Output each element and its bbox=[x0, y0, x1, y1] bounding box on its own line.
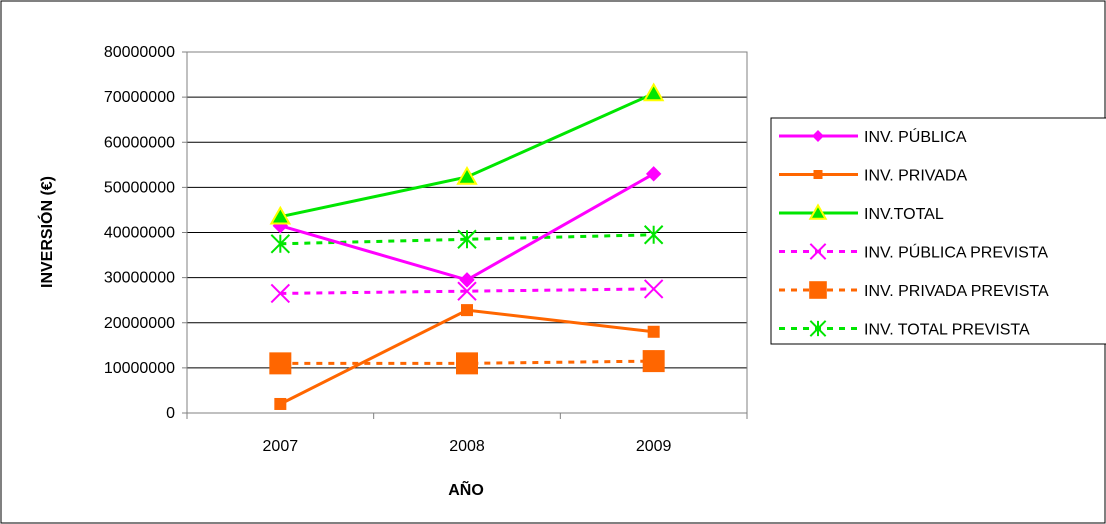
data-point bbox=[269, 205, 292, 225]
y-tick-label: 50000000 bbox=[104, 179, 175, 196]
legend-item: INV. PRIVADA bbox=[779, 168, 967, 185]
y-tick-label: 60000000 bbox=[104, 134, 175, 151]
data-point bbox=[642, 350, 665, 373]
legend-label: INV.TOTAL bbox=[864, 206, 944, 223]
data-point bbox=[270, 283, 291, 304]
x-tick-label: 2008 bbox=[449, 438, 485, 455]
legend-marker bbox=[808, 203, 828, 220]
series-line bbox=[280, 287, 654, 295]
x-tick-label: 2007 bbox=[263, 438, 299, 455]
series-3 bbox=[269, 82, 665, 225]
data-point bbox=[643, 279, 664, 299]
legend-item: INV. PÚBLICA PREVISTA bbox=[779, 243, 1048, 262]
data-point bbox=[269, 352, 292, 375]
legend-item: INV. PÚBLICA bbox=[779, 127, 967, 146]
x-tick-label: 2009 bbox=[636, 438, 672, 455]
y-tick-label: 20000000 bbox=[104, 315, 175, 332]
legend: INV. PÚBLICA INV. PRIVADA INV.TOTAL INV. PÚ… bbox=[770, 117, 1106, 345]
data-point bbox=[643, 225, 664, 245]
legend-marker bbox=[809, 243, 827, 260]
data-point bbox=[457, 281, 477, 301]
series-4 bbox=[270, 279, 664, 304]
legend-marker bbox=[812, 130, 824, 142]
legend-label: INV. PRIVADA bbox=[864, 168, 967, 185]
y-tick-label: 0 bbox=[166, 405, 175, 422]
y-tick-label: 10000000 bbox=[104, 360, 175, 377]
legend-label: INV. PÚBLICA bbox=[864, 127, 967, 146]
data-point bbox=[459, 272, 475, 288]
data-point bbox=[456, 352, 478, 375]
series-layer bbox=[269, 82, 665, 410]
data-point bbox=[645, 166, 662, 182]
legend-box bbox=[770, 117, 1106, 345]
legend-marker bbox=[809, 281, 827, 299]
legend-label: INV. PÚBLICA PREVISTA bbox=[864, 243, 1048, 262]
legend-item: INV. PRIVADA PREVISTA bbox=[779, 281, 1049, 300]
data-point bbox=[456, 165, 478, 185]
data-point bbox=[461, 304, 473, 317]
series-line bbox=[280, 359, 654, 365]
axes: 0 10000000 20000000 30000000 40000000 5000000… bbox=[104, 44, 748, 455]
data-point bbox=[270, 234, 291, 254]
series-5 bbox=[269, 350, 665, 375]
y-tick-label: 70000000 bbox=[104, 89, 175, 106]
data-point bbox=[274, 397, 287, 410]
y-tick-label: 80000000 bbox=[104, 44, 175, 61]
legend-label: INV. PRIVADA PREVISTA bbox=[864, 283, 1049, 300]
data-point bbox=[647, 325, 660, 338]
y-tick-label: 30000000 bbox=[104, 270, 175, 287]
y-axis-title: INVERSIÓN (€) bbox=[37, 176, 56, 288]
data-point bbox=[642, 82, 665, 102]
legend-item: INV. TOTAL PREVISTA bbox=[779, 320, 1030, 339]
x-axis-title: AÑO bbox=[448, 479, 484, 499]
legend-marker bbox=[809, 320, 827, 337]
data-point bbox=[457, 229, 477, 249]
legend-marker bbox=[813, 170, 823, 179]
legend-item: INV.TOTAL bbox=[779, 203, 944, 223]
y-tick-label: 40000000 bbox=[104, 225, 175, 242]
legend-label: INV. TOTAL PREVISTA bbox=[864, 322, 1030, 339]
series-2 bbox=[274, 304, 660, 410]
